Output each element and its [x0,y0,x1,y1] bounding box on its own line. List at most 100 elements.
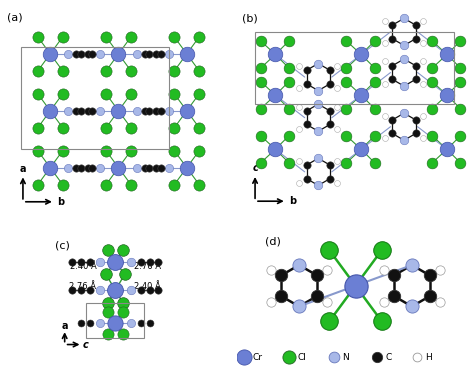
Point [400,42,408,49]
Point [371,106,378,112]
Point [34,68,42,74]
Point [456,65,464,71]
Point [343,106,350,112]
Point [157,165,164,171]
Point [412,22,419,28]
Point [443,146,451,152]
Point [59,182,66,188]
Point [389,117,396,123]
Point [303,67,310,73]
Point [413,354,421,360]
Point [334,85,341,91]
Point [195,148,203,154]
Point [313,272,321,278]
Point [285,106,293,112]
Point [390,293,398,299]
Point [313,293,321,299]
Point [146,51,153,57]
Point [268,299,275,305]
Point [357,146,365,152]
Point [400,15,408,21]
Point [195,182,203,188]
Point [428,79,436,85]
Point [314,101,322,107]
Point [257,79,264,85]
Point [127,91,135,97]
Text: C: C [385,353,392,362]
Point [334,104,341,110]
Point [89,165,96,171]
Point [428,65,436,71]
Point [89,108,96,114]
Point [314,61,322,67]
Point [400,83,408,89]
Point [371,65,378,71]
Point [86,259,94,265]
Point [141,165,148,171]
Point [295,180,303,186]
Point [102,68,110,74]
Point [381,59,389,65]
Point [295,262,303,268]
Point [277,272,285,278]
Point [77,51,85,57]
Point [326,162,334,168]
Point [357,52,365,58]
Point [428,133,436,139]
Point [257,160,264,166]
Point [436,299,443,305]
Point [115,165,122,171]
Text: b: b [289,196,296,206]
Text: 2.40 Å: 2.40 Å [70,262,96,270]
Point [323,299,330,305]
Point [303,162,310,168]
Point [146,320,153,326]
Point [46,165,54,171]
Point [97,108,104,114]
Point [325,247,333,253]
Point [323,267,330,273]
Point [96,287,104,293]
Point [111,287,119,293]
Point [155,259,162,265]
Point [183,165,191,171]
Point [146,287,153,293]
Point [64,108,72,114]
Point [456,106,464,112]
Point [165,51,173,57]
Point [119,300,127,306]
Point [86,287,94,293]
Point [343,38,350,44]
Text: Cl: Cl [298,353,306,362]
Point [64,51,72,57]
Point [127,320,134,326]
Point [456,160,464,166]
Point [152,51,160,57]
Point [285,65,293,71]
Point [137,287,145,293]
Point [34,125,42,131]
Point [97,51,104,57]
Point [343,79,350,85]
Point [443,52,451,58]
Bar [255,32,454,104]
Point [77,259,85,265]
Point [127,148,135,154]
Point [285,133,293,139]
Point [127,182,135,188]
Point [343,133,350,139]
Text: a: a [20,164,26,174]
Point [419,113,427,119]
Point [334,126,341,132]
Point [436,267,443,273]
Point [59,125,66,131]
Point [46,51,54,57]
Point [46,108,54,114]
Point [419,18,427,24]
Point [373,354,381,360]
Point [157,108,164,114]
Point [334,63,341,69]
Point [325,318,333,324]
Point [272,92,279,98]
Point [146,108,153,114]
